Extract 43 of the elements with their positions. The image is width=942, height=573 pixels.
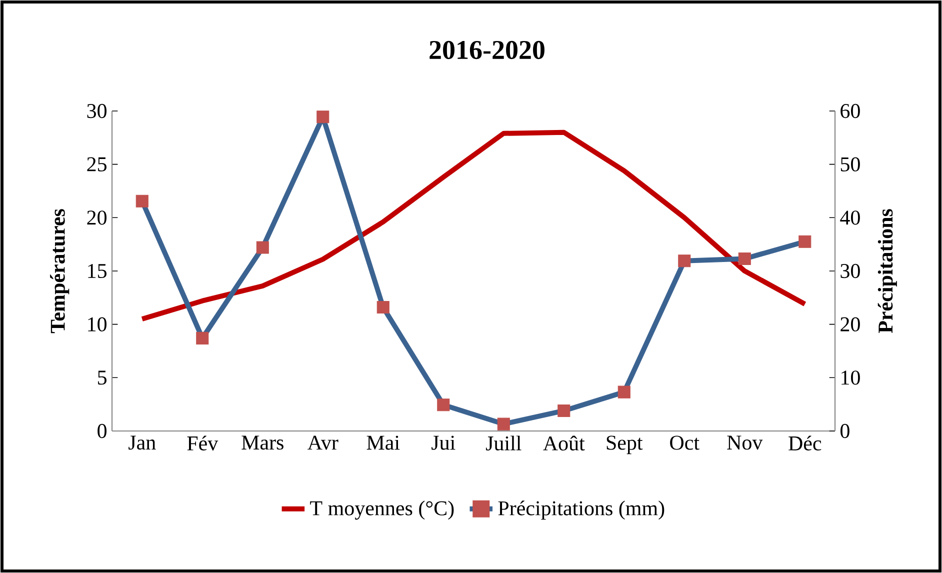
point (256, 241, 269, 254)
point (558, 404, 570, 417)
point (738, 252, 751, 265)
x-tick-label: Mai (366, 436, 400, 450)
point (376, 300, 390, 314)
point (497, 418, 510, 430)
y2-tick-label: 20 (840, 317, 860, 332)
x-tick-label: Jan (128, 436, 156, 450)
point (196, 332, 209, 344)
x-tick-label: Déc (788, 436, 822, 451)
y2-axis-title: Précipitations (878, 209, 897, 334)
x-tick-label: Fév (187, 436, 218, 451)
point (316, 110, 330, 124)
y2-tick-label: 0 (840, 424, 850, 438)
y2-tick-label: 40 (840, 210, 860, 225)
y2-tick-label: 30 (840, 264, 860, 278)
y-tick-label: 5 (98, 370, 106, 385)
point (798, 235, 812, 248)
y-axis-title: Températures (50, 209, 70, 334)
x-tick-label: Août (543, 436, 585, 451)
point (136, 194, 148, 208)
x-tick-label: Nov (727, 436, 763, 450)
x-tick-label: Jui (432, 436, 456, 450)
x-tick-label: Sept (606, 436, 643, 454)
legend-label: Précipitations (mm) (498, 500, 664, 520)
y2-tick-label: 10 (842, 370, 860, 385)
y-tick-label: 15 (88, 264, 106, 278)
y2-tick-label: 50 (840, 157, 860, 172)
point (618, 386, 630, 398)
x-tick-label: Juill (486, 436, 522, 450)
x-tick-label: Mars (242, 436, 284, 450)
point (678, 254, 691, 268)
y-tick-label: 25 (87, 157, 106, 172)
y-tick-label: 30 (87, 104, 106, 118)
y-tick-label: 10 (88, 317, 106, 332)
x-tick-label: Oct (670, 436, 700, 450)
y-tick-label: 20 (87, 210, 106, 225)
y2-tick-label: 60 (840, 104, 860, 118)
y-tick-label: 0 (98, 424, 106, 438)
point (437, 398, 450, 412)
legend-label: T moyennes (°C) (310, 500, 454, 520)
x-tick-label: Avr (308, 436, 338, 450)
chart-title: 2016-2020 (430, 40, 544, 60)
